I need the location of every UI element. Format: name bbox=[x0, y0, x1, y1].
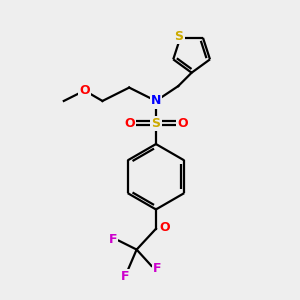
Text: S: S bbox=[152, 117, 160, 130]
Text: O: O bbox=[79, 84, 90, 97]
Text: O: O bbox=[177, 117, 188, 130]
Text: F: F bbox=[121, 270, 129, 283]
Text: F: F bbox=[153, 262, 162, 275]
Text: N: N bbox=[151, 94, 161, 107]
Text: O: O bbox=[160, 221, 170, 234]
Text: O: O bbox=[124, 117, 134, 130]
Text: S: S bbox=[174, 30, 183, 43]
Text: F: F bbox=[109, 233, 117, 246]
